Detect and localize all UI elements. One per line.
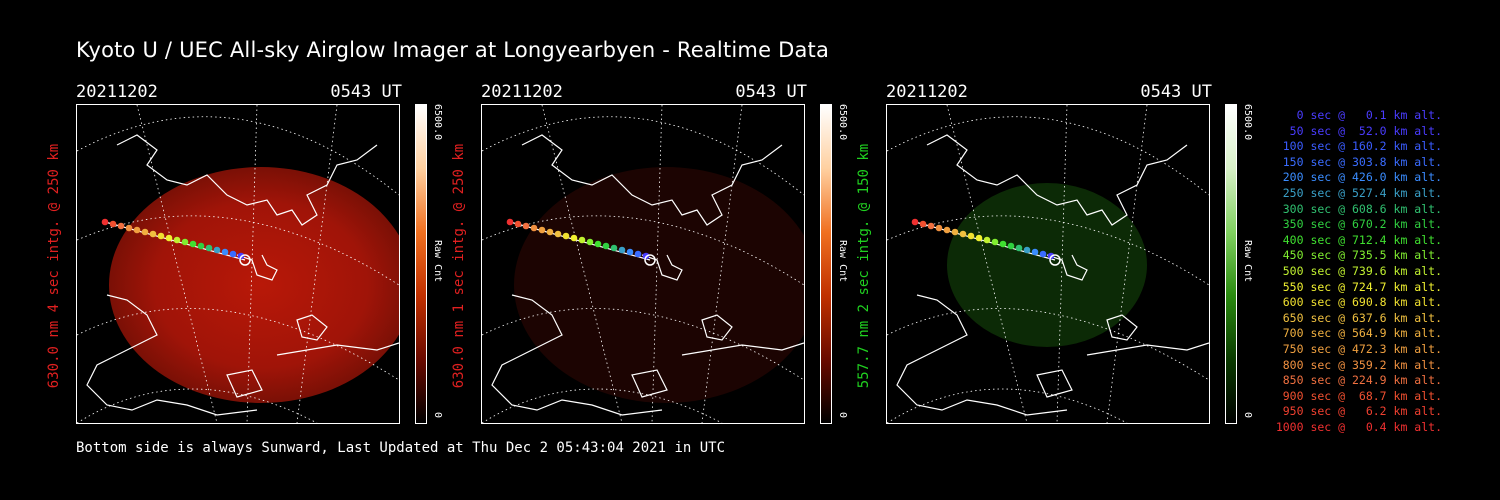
colorbar-min: 0 [837,412,848,419]
trajectory [101,218,251,266]
legend-item: 650 sec @ 637.6 km alt. [1275,310,1442,325]
page-title: Kyoto U / UEC All-sky Airglow Imager at … [76,38,830,62]
panel-date: 20211202 [76,82,158,102]
legend-item: 300 sec @ 608.6 km alt. [1275,201,1442,216]
allsky-image-630-1s [481,104,805,424]
legend-item: 900 sec @ 68.7 km alt. [1275,388,1442,403]
legend-item: 1000 sec @ 0.4 km alt. [1275,419,1442,434]
colorbar-unit: Raw Cnt [1242,240,1253,283]
panel-date: 20211202 [886,82,968,102]
allsky-image-557-2s [886,104,1210,424]
legend-item: 400 sec @ 712.4 km alt. [1275,232,1442,247]
allsky-image-630-4s [76,104,400,424]
legend-item: 250 sec @ 527.4 km alt. [1275,185,1442,200]
panel-wavelength-label: 557.7 nm 2 sec intg. @ 150 km [856,143,872,389]
legend-item: 800 sec @ 359.2 km alt. [1275,357,1442,372]
trajectory [911,218,1061,266]
legend-item: 350 sec @ 670.2 km alt. [1275,217,1442,232]
airglow-panel-2: 20211202 0543 UT [451,82,881,442]
trajectory [506,218,656,266]
legend-item: 450 sec @ 735.5 km alt. [1275,248,1442,263]
airglow-panel-1: 20211202 0543 UT [46,82,476,442]
airglow-panel-3: 20211202 0543 UT [856,82,1286,442]
legend-item: 150 sec @ 303.8 km alt. [1275,154,1442,169]
footer-status: Bottom side is always Sunward, Last Upda… [76,440,726,456]
panel-date: 20211202 [481,82,563,102]
colorbar [820,104,832,424]
time-altitude-legend: 0 sec @ 0.1 km alt. 50 sec @ 52.0 km alt… [1262,108,1442,435]
legend-item: 100 sec @ 160.2 km alt. [1275,139,1442,154]
legend-item: 200 sec @ 426.0 km alt. [1275,170,1442,185]
legend-item: 50 sec @ 52.0 km alt. [1275,123,1442,138]
panel-time: 0543 UT [330,82,402,102]
legend-item: 500 sec @ 739.6 km alt. [1275,263,1442,278]
colorbar-unit: Raw Cnt [837,240,848,283]
colorbar-unit: Raw Cnt [432,240,443,283]
legend-item: 0 sec @ 0.1 km alt. [1275,108,1442,122]
legend-item: 600 sec @ 690.8 km alt. [1275,295,1442,310]
colorbar [1225,104,1237,424]
panel-time: 0543 UT [1140,82,1212,102]
legend-item: 700 sec @ 564.9 km alt. [1275,326,1442,341]
legend-item: 950 sec @ 6.2 km alt. [1275,404,1442,419]
colorbar [415,104,427,424]
panel-wavelength-label: 630.0 nm 4 sec intg. @ 250 km [46,143,62,389]
legend-item: 750 sec @ 472.3 km alt. [1275,341,1442,356]
panel-time: 0543 UT [735,82,807,102]
colorbar-min: 0 [1242,412,1253,419]
colorbar-max: 6500.0 [837,104,848,141]
colorbar-max: 6500.0 [432,104,443,141]
legend-item: 850 sec @ 224.9 km alt. [1275,373,1442,388]
panel-wavelength-label: 630.0 nm 1 sec intg. @ 250 km [451,143,467,389]
legend-item: 550 sec @ 724.7 km alt. [1275,279,1442,294]
colorbar-min: 0 [432,412,443,419]
colorbar-max: 6500.0 [1242,104,1253,141]
